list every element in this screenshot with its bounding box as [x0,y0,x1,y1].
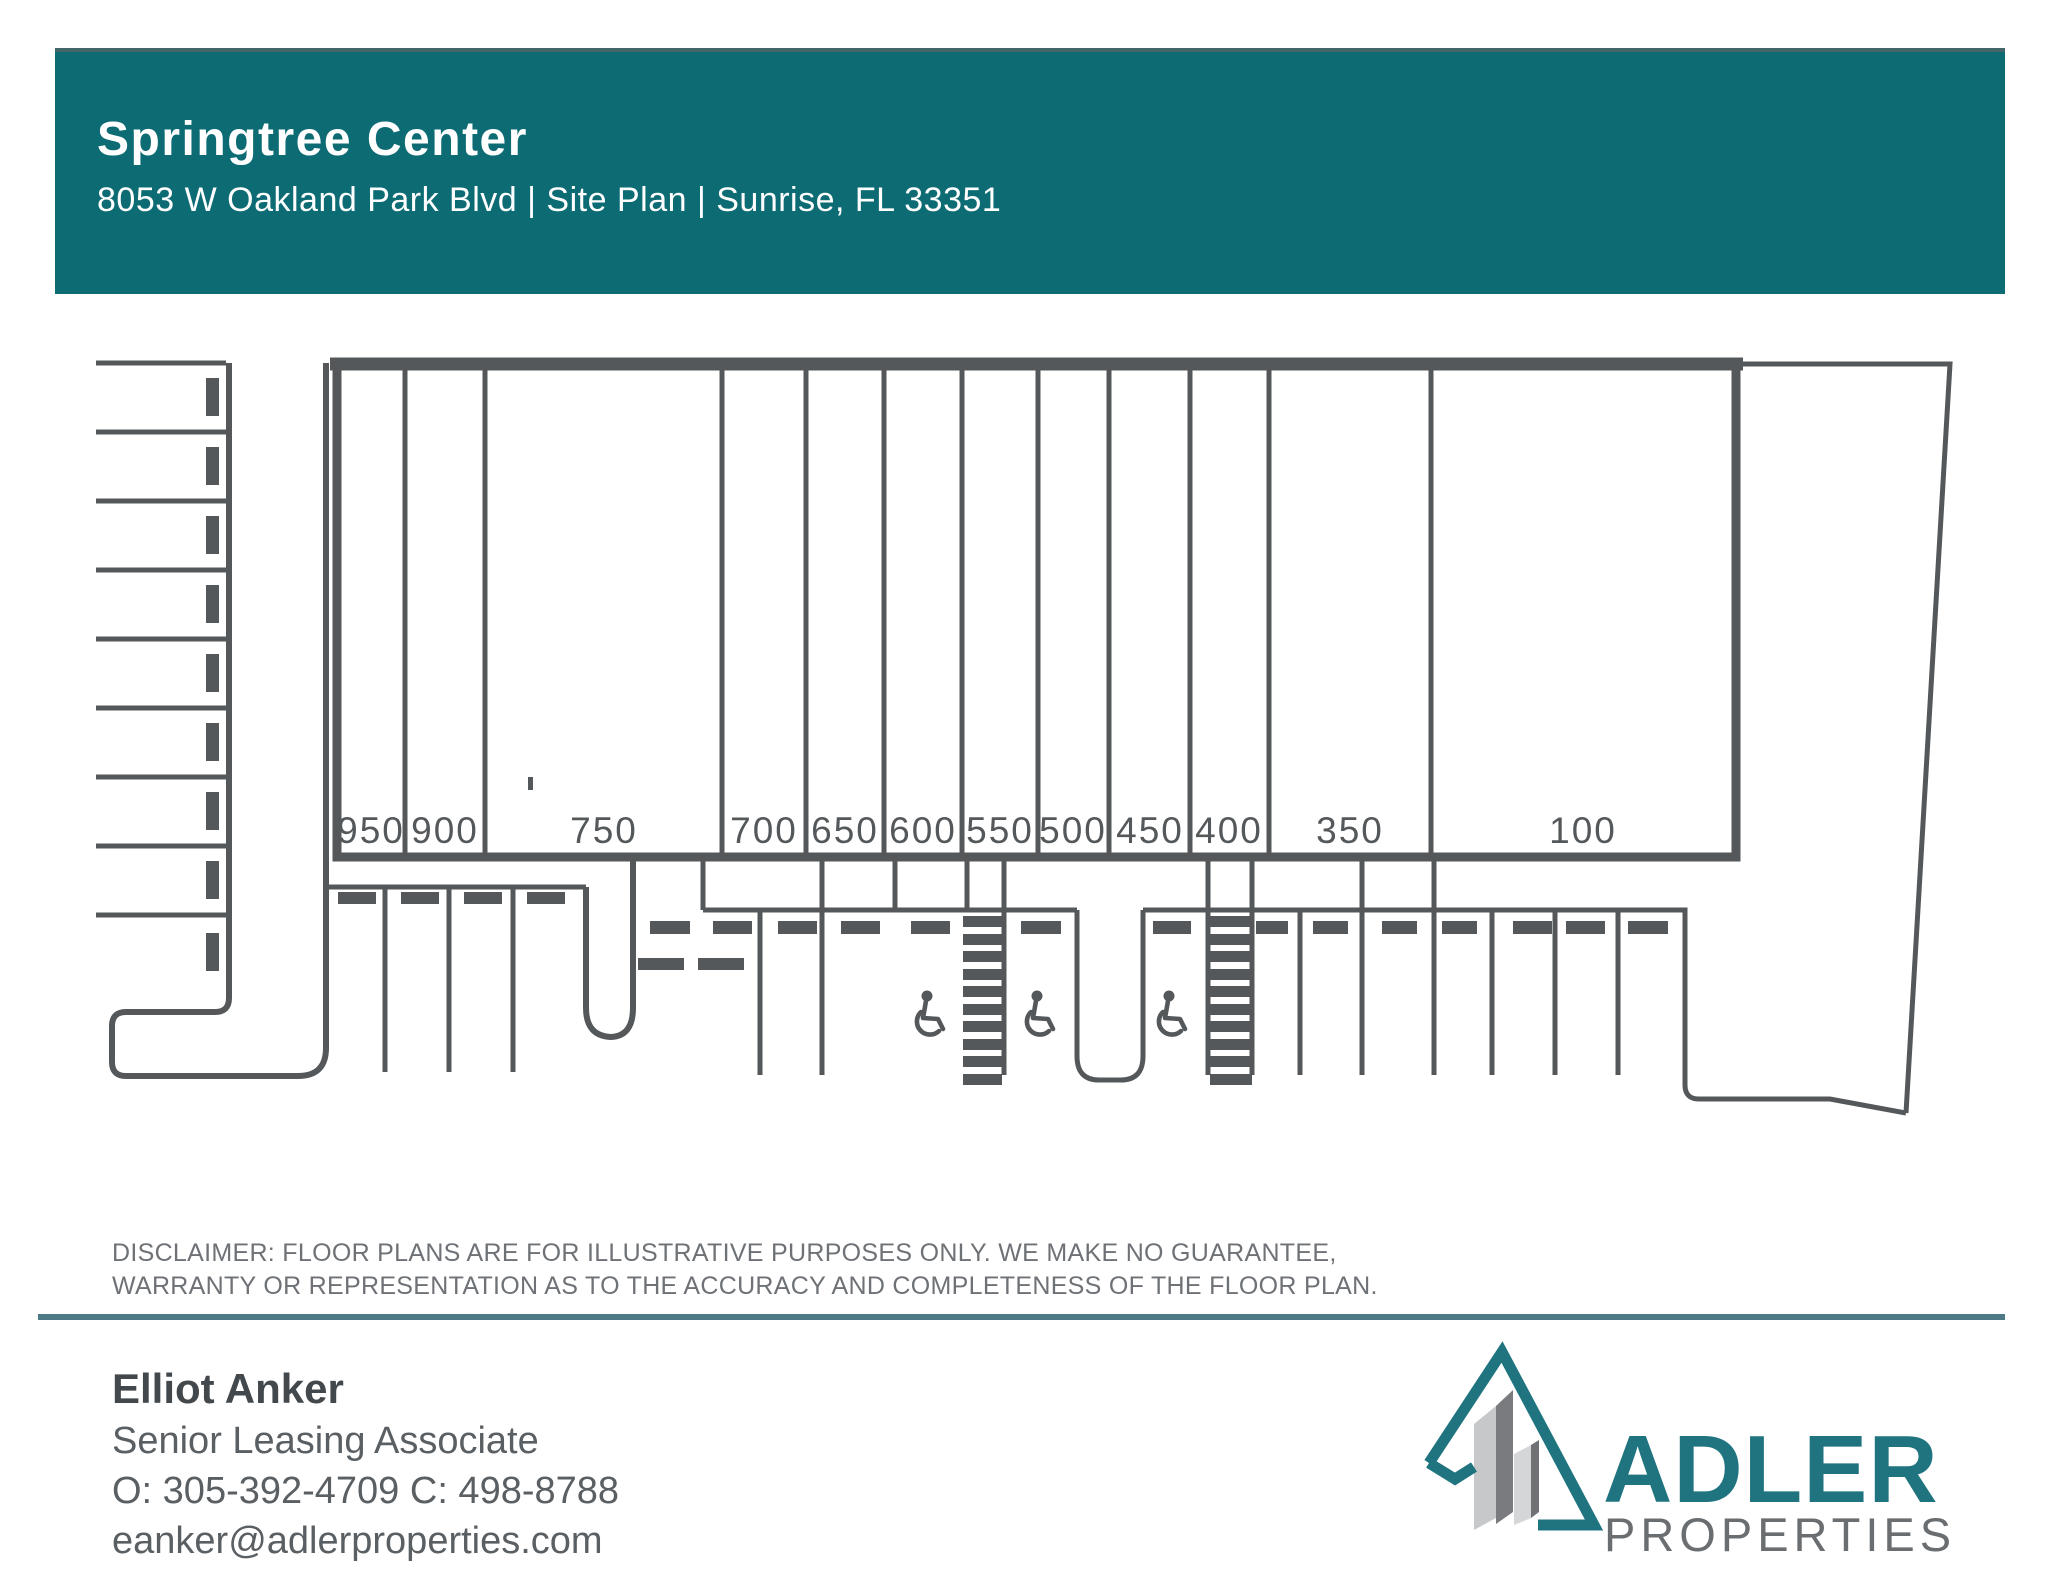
disclaimer-line-1: DISCLAIMER: FLOOR PLANS ARE FOR ILLUSTRA… [112,1239,1337,1267]
contact-block: Elliot Anker Senior Leasing Associate O:… [112,1362,619,1566]
front-wheel-stops [338,892,1668,934]
unit-label-100: 100 [1549,810,1617,851]
front-parking-row [326,858,1907,1116]
unit-label-550: 550 [966,810,1034,851]
logo-tower2-dark [1531,1440,1539,1518]
logo-brand-text: ADLER [1603,1416,1939,1523]
unit-label-750: 750 [570,810,638,851]
unit-label-500: 500 [1039,810,1107,851]
plan-tick-mark [528,777,533,790]
west-wheel-stops [206,378,219,971]
divider-rule [38,1314,2005,1320]
unit-label-450: 450 [1116,810,1184,851]
adler-logo: ADLER PROPERTIES [1424,1341,1956,1561]
wheelchair-icon [1027,991,1053,1035]
contact-phone: O: 305-392-4709 C: 498-8788 [112,1470,620,1512]
west-parking-row [96,360,226,971]
building-outline [330,357,1743,862]
disclaimer-line-2: WARRANTY OR REPRESENTATION AS TO THE ACC… [112,1272,1378,1300]
logo-tower-dark [1496,1390,1513,1524]
unit-labels: 950 900 750 700 650 600 550 500 450 400 … [337,810,1617,851]
unit-label-950: 950 [337,810,405,851]
unit-dividers [402,369,1434,853]
unit-label-400: 400 [1195,810,1263,851]
contact-email: eanker@adlerproperties.com [112,1520,603,1562]
center-entry-curb [1074,910,1146,1083]
unit-label-700: 700 [730,810,798,851]
west-entry-curb [583,858,636,1041]
header-banner: Springtree Center 8053 W Oakland Park Bl… [55,48,2005,294]
crosswalk-1 [963,916,1002,1085]
wheelchair-icon [1159,991,1185,1035]
east-boundary [1741,361,1953,1114]
logo-tower-light [1474,1406,1496,1530]
unit-label-650: 650 [811,810,879,851]
west-drive-curb [109,363,329,1079]
logo-tower2-light [1514,1445,1531,1525]
unit-label-600: 600 [889,810,957,851]
unit-label-350: 350 [1316,810,1384,851]
logo-brand-subtext: PROPERTIES [1604,1508,1956,1561]
crosswalk-2 [1210,916,1252,1085]
wheelchair-icon [917,991,943,1035]
unit-label-900: 900 [411,810,479,851]
drive-aisle-dashes [638,958,744,970]
disclaimer: DISCLAIMER: FLOOR PLANS ARE FOR ILLUSTRA… [112,1237,1378,1303]
contact-title: Senior Leasing Associate [112,1420,539,1462]
front-walkway [703,907,1907,1116]
adler-logo-mark [1424,1341,1604,1531]
property-subtitle: 8053 W Oakland Park Blvd | Site Plan | S… [97,181,1002,219]
property-title: Springtree Center [97,113,528,166]
contact-name: Elliot Anker [112,1365,344,1412]
